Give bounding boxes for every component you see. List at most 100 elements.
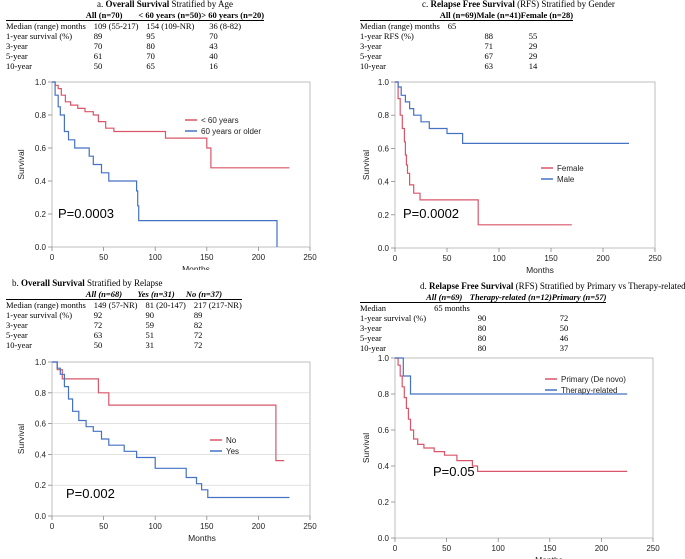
legend-label: Male [557, 175, 575, 184]
table-row: Median (range) months 109 (55-217) 154 (10… [6, 21, 264, 32]
table-cell: 154 (109-NR) [146, 21, 195, 31]
table-row: 5-year 80 46 [360, 333, 606, 343]
table-cell: 82 [193, 320, 203, 330]
y-tick-label: 0.2 [378, 498, 390, 507]
y-axis-label: Survival [16, 149, 26, 179]
table-cell: 90 [145, 310, 154, 320]
panel-b-bold: Overall Survival [21, 278, 85, 288]
panel-b-title: b. Overall Survival Stratified by Relaps… [12, 278, 162, 288]
y-tick-label: 0.4 [378, 462, 390, 471]
p-value-label: P=0.05 [433, 464, 475, 479]
x-tick-label: 100 [492, 544, 506, 553]
table-row: 5-year 67 29 [360, 51, 573, 61]
y-tick-label: 1.0 [35, 78, 47, 87]
table-cell [426, 323, 470, 333]
panel-c-prefix: c. [422, 0, 429, 9]
table-b-header: No (n=37) [185, 289, 242, 300]
x-tick-label: 50 [442, 544, 451, 553]
table-cell: 1-year survival (%) [6, 31, 73, 41]
series-line-no [52, 361, 285, 462]
table-cell: 51 [145, 330, 154, 340]
table-row: 3-year 70 80 43 [6, 41, 264, 51]
panel-d-prefix: d. [420, 281, 427, 291]
table-c-header: Female (n=28) [520, 10, 574, 21]
y-tick-label: 0.6 [35, 420, 47, 429]
table-cell: Median (range) months [360, 21, 440, 31]
x-tick-label: 150 [200, 253, 214, 262]
y-tick-label: 0.8 [378, 111, 390, 120]
x-tick-label: 0 [50, 253, 55, 262]
x-tick-label: 50 [443, 254, 452, 263]
table-cell: 50 [93, 340, 103, 350]
table-row: 5-year 63 51 72 [6, 330, 242, 340]
table-cell: Median (range) months [6, 21, 86, 31]
table-row: 1-year survival (%) 90 72 [360, 313, 606, 323]
x-tick-label: 200 [252, 253, 266, 262]
km-chart-c: 0.0 0.2 0.4 0.6 0.8 1.0 0 50 100 150 200 250 Months S… [361, 78, 662, 275]
table-cell [440, 51, 477, 61]
table-cell: 80 [477, 323, 487, 333]
legend-label: Primary (De novo) [561, 375, 626, 384]
table-c-header [360, 10, 440, 21]
stats-table-c: All (n=69) Male (n=41) Female (n=28) Median… [360, 10, 574, 71]
x-tick-label: 50 [99, 522, 108, 531]
panel-d-bold: Relapse Free Survival [429, 281, 514, 291]
table-cell: 80 [477, 333, 487, 343]
table-a-header [6, 10, 86, 21]
table-d-header: Therapy-related (n=12) [469, 292, 552, 303]
table-cell: Median (range) months [6, 300, 86, 310]
table-row: 10-year 63 14 [360, 61, 573, 71]
plot-area [51, 361, 311, 517]
panel-d-title: d. Relapse Free Survival (RFS) Stratifie… [420, 281, 685, 291]
table-cell: 70 [209, 31, 218, 41]
legend-label: Female [557, 164, 584, 173]
plot-area [394, 81, 656, 249]
table-cell [552, 303, 607, 314]
y-tick-label: 0.6 [35, 144, 47, 153]
table-cell: 65 months [434, 303, 470, 313]
table-c-header: Male (n=41) [476, 10, 521, 21]
table-cell: 95 [146, 31, 155, 41]
table-row: 1-year RFS (%) 88 55 [360, 31, 573, 41]
table-a-header: < 60 years (n=50) [138, 10, 202, 21]
series-line-60-years-or-older [52, 81, 278, 247]
table-row: Median (range) months 65 [360, 21, 573, 32]
table-b-header: Yes (n=31) [137, 289, 186, 300]
x-tick-label: 150 [200, 522, 214, 531]
table-cell: 3-year [6, 41, 28, 51]
table-cell: 1-year RFS (%) [360, 31, 414, 41]
table-a-header: All (n=70) [85, 10, 139, 21]
table-cell: 89 [93, 31, 103, 41]
table-cell: 81 (20-147) [145, 300, 186, 310]
table-cell: 31 [145, 340, 154, 350]
table-cell: 67 [484, 51, 494, 61]
x-axis-label: Months [188, 533, 216, 543]
table-cell: 10-year [6, 61, 32, 71]
table-cell: 80 [146, 41, 155, 51]
table-cell: 50 [93, 61, 103, 71]
legend-label: Yes [226, 447, 239, 456]
table-cell: 72 [559, 313, 569, 323]
table-cell: 29 [528, 41, 538, 51]
panel-d-suffix: (RFS) Stratified by Primary vs Therapy-r… [515, 281, 685, 291]
y-tick-label: 0.0 [35, 243, 47, 252]
y-tick-label: 0.0 [378, 244, 390, 253]
y-tick-label: 0.2 [35, 481, 47, 490]
table-cell [440, 41, 477, 51]
table-d-header [360, 292, 427, 303]
series-line--60-years [52, 81, 290, 169]
panel-b-suffix: Stratified by Relapse [87, 278, 163, 288]
table-row: 1-year survival (%) 89 95 70 [6, 31, 264, 41]
table-a-header: > 60 years (n=20) [201, 10, 265, 21]
table-cell: 16 [209, 61, 218, 71]
y-tick-label: 0.2 [378, 211, 390, 220]
series-line-therapy-related [395, 357, 628, 395]
p-value-label: P=0.0003 [58, 206, 114, 221]
table-cell: 88 [484, 31, 494, 41]
table-cell [426, 333, 470, 343]
table-cell: 40 [209, 51, 218, 61]
table-cell: 70 [146, 51, 155, 61]
panel-c-bold: Relapse Free Survival [430, 0, 515, 9]
table-cell: 10-year [360, 61, 386, 71]
panel-a-suffix: Stratified by Age [171, 0, 234, 9]
